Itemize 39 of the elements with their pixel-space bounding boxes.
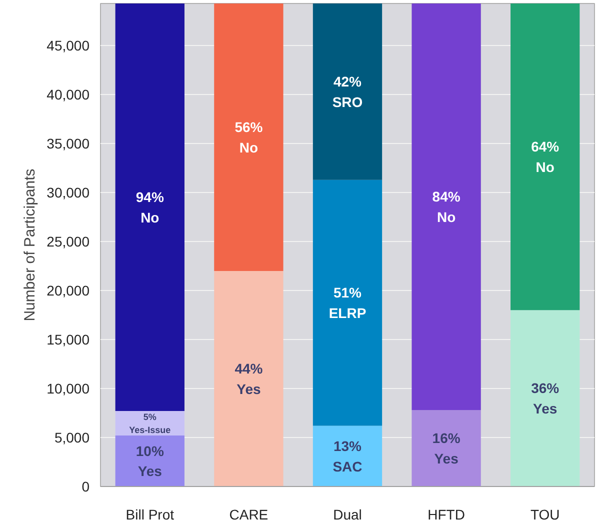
bar xyxy=(510,310,580,486)
bar xyxy=(214,270,284,486)
annotation: 16% Yes xyxy=(432,430,461,466)
x-tick-label: Dual xyxy=(333,506,362,522)
y-tick-label: 25,000 xyxy=(46,234,90,250)
annotation: 10% Yes xyxy=(136,442,164,480)
y-tick-label: 0 xyxy=(82,478,90,494)
bar xyxy=(412,410,481,486)
annotation: 42% SRO xyxy=(332,74,363,110)
annotation: 13% SAC xyxy=(332,438,362,474)
annotation: 84% No xyxy=(432,188,461,225)
bar xyxy=(312,4,382,180)
y-tick-label: 20,000 xyxy=(46,282,90,299)
annotation: 5% Yes-Issue xyxy=(129,412,171,435)
bar xyxy=(510,4,580,310)
bar xyxy=(214,4,284,271)
x-tick-label: TOU xyxy=(530,506,560,522)
annotation: 56% No xyxy=(234,119,264,156)
bar xyxy=(312,426,382,486)
annotation: 44% Yes xyxy=(234,360,264,397)
y-tick-label: 35,000 xyxy=(46,136,90,152)
x-tick-label: CARE xyxy=(229,506,268,522)
annotation: 94% No xyxy=(136,189,164,226)
y-tick-label: 40,000 xyxy=(46,86,90,103)
y-axis-title: Number of Participants xyxy=(22,168,39,322)
annotation: 51% ELRP xyxy=(328,284,366,321)
y-tick-label: 45,000 xyxy=(46,38,90,54)
y-tick-label: 10,000 xyxy=(46,380,90,397)
annotation: 36% Yes xyxy=(531,380,560,416)
annotation: 64% No xyxy=(531,138,560,175)
bar xyxy=(115,436,184,486)
x-tick-label: Bill Prot xyxy=(126,506,174,522)
bar xyxy=(412,4,481,410)
y-tick-label: 15,000 xyxy=(46,332,90,348)
y-tick-label: 30,000 xyxy=(46,184,90,201)
x-tick-label: HFTD xyxy=(428,506,465,522)
bar xyxy=(115,4,184,412)
y-tick-label: 5,000 xyxy=(54,430,90,446)
bar xyxy=(312,180,382,426)
